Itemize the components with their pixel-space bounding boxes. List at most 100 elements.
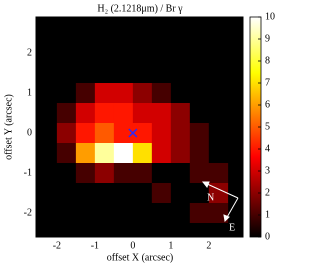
heatmap-cell xyxy=(113,43,134,64)
heatmap-cell xyxy=(94,23,115,44)
heatmap-cell xyxy=(208,203,229,224)
heatmap-cell xyxy=(94,143,115,164)
heatmap-cell xyxy=(170,183,191,204)
heatmap-cell xyxy=(170,203,191,224)
x-axis-label: offset X (arcsec) xyxy=(107,252,173,263)
center-marker xyxy=(128,128,138,138)
heatmap-cell xyxy=(132,163,153,184)
heatmap-cell xyxy=(75,83,96,104)
heatmap-cell xyxy=(189,83,210,104)
x-tick-label: -2 xyxy=(53,240,61,251)
heatmap-cell xyxy=(113,83,134,104)
heatmap-cell xyxy=(37,43,58,64)
heatmap-cell xyxy=(208,83,229,104)
heatmap xyxy=(37,23,229,238)
heatmap-cell xyxy=(170,43,191,64)
heatmap-cell xyxy=(75,23,96,44)
heatmap-cell xyxy=(75,223,96,238)
heatmap-cell xyxy=(189,223,210,238)
heatmap-cell xyxy=(151,43,172,64)
y-tick-label: -1 xyxy=(24,167,32,178)
x-tick-label: 2 xyxy=(206,240,211,251)
heatmap-cell xyxy=(75,163,96,184)
plot-frame xyxy=(35,16,244,238)
heatmap-cell xyxy=(170,23,191,44)
heatmap-cell xyxy=(113,203,134,224)
heatmap-cell xyxy=(170,103,191,124)
colorbar-tick-label: 4 xyxy=(265,143,270,154)
heatmap-cell xyxy=(37,83,58,104)
heatmap-cell xyxy=(151,223,172,238)
heatmap-cell xyxy=(75,43,96,64)
heatmap-cell xyxy=(75,203,96,224)
colorbar-tick-label: 7 xyxy=(265,77,270,88)
heatmap-cell xyxy=(75,123,96,144)
x-tick-label: 0 xyxy=(130,240,135,251)
compass-north: N xyxy=(207,192,214,203)
chart-title: H₂ (2.1218μm) / Br γ xyxy=(97,3,183,14)
heatmap-cell xyxy=(56,183,77,204)
heatmap-cell xyxy=(170,83,191,104)
heatmap-cell xyxy=(56,143,77,164)
y-tick-label: -2 xyxy=(24,207,32,218)
heatmap-cell xyxy=(189,123,210,144)
heatmap-cell xyxy=(56,23,77,44)
x-tick-label: 1 xyxy=(168,240,173,251)
heatmap-cell xyxy=(56,203,77,224)
heatmap-cell xyxy=(208,123,229,144)
heatmap-cell xyxy=(94,63,115,84)
heatmap-cell xyxy=(189,203,210,224)
heatmap-cell xyxy=(170,223,191,238)
heatmap-cell xyxy=(113,103,134,124)
heatmap-cell xyxy=(37,103,58,124)
heatmap-cell xyxy=(132,123,153,144)
heatmap-cell xyxy=(113,143,134,164)
heatmap-cell xyxy=(170,63,191,84)
colorbar-tick-label: 2 xyxy=(265,187,270,198)
heatmap-cell xyxy=(151,63,172,84)
heatmap-cell xyxy=(151,23,172,44)
heatmap-cell xyxy=(94,103,115,124)
heatmap-cell xyxy=(132,183,153,204)
heatmap-cell xyxy=(132,223,153,238)
heatmap-cell xyxy=(113,183,134,204)
colorbar-tick-label: 5 xyxy=(265,121,270,132)
heatmap-cell xyxy=(113,163,134,184)
heatmap-cell xyxy=(170,123,191,144)
heatmap-cell xyxy=(132,103,153,124)
heatmap-cell xyxy=(37,123,58,144)
heatmap-cell xyxy=(151,143,172,164)
heatmap-cell xyxy=(132,83,153,104)
heatmap-cell xyxy=(37,183,58,204)
y-tick-label: 0 xyxy=(27,127,32,138)
heatmap-cell xyxy=(151,83,172,104)
heatmap-cell xyxy=(56,43,77,64)
heatmap-cell xyxy=(113,123,134,144)
heatmap-cell xyxy=(75,183,96,204)
heatmap-cell xyxy=(94,183,115,204)
heatmap-cell xyxy=(94,83,115,104)
colorbar-tick-label: 10 xyxy=(265,11,275,22)
heatmap-cell xyxy=(94,43,115,64)
heatmap-cell xyxy=(208,163,229,184)
heatmap-cell xyxy=(94,203,115,224)
heatmap-cell xyxy=(189,163,210,184)
heatmap-cell xyxy=(56,63,77,84)
heatmap-cell xyxy=(56,83,77,104)
heatmap-cell xyxy=(37,63,58,84)
heatmap-cell xyxy=(170,163,191,184)
heatmap-cell xyxy=(132,203,153,224)
heatmap-cell xyxy=(75,143,96,164)
heatmap-cell xyxy=(94,223,115,238)
colorbar-tick-label: 3 xyxy=(265,165,270,176)
heatmap-cell xyxy=(189,43,210,64)
y-tick-label: 1 xyxy=(27,87,32,98)
y-tick-label: 2 xyxy=(27,47,32,58)
heatmap-cell xyxy=(56,223,77,238)
colorbar-tick-label: 1 xyxy=(265,209,270,220)
heatmap-cell xyxy=(132,63,153,84)
heatmap-cell xyxy=(151,123,172,144)
heatmap-cell xyxy=(208,183,229,204)
x-tick-label: -1 xyxy=(91,240,99,251)
heatmap-cell xyxy=(189,103,210,124)
